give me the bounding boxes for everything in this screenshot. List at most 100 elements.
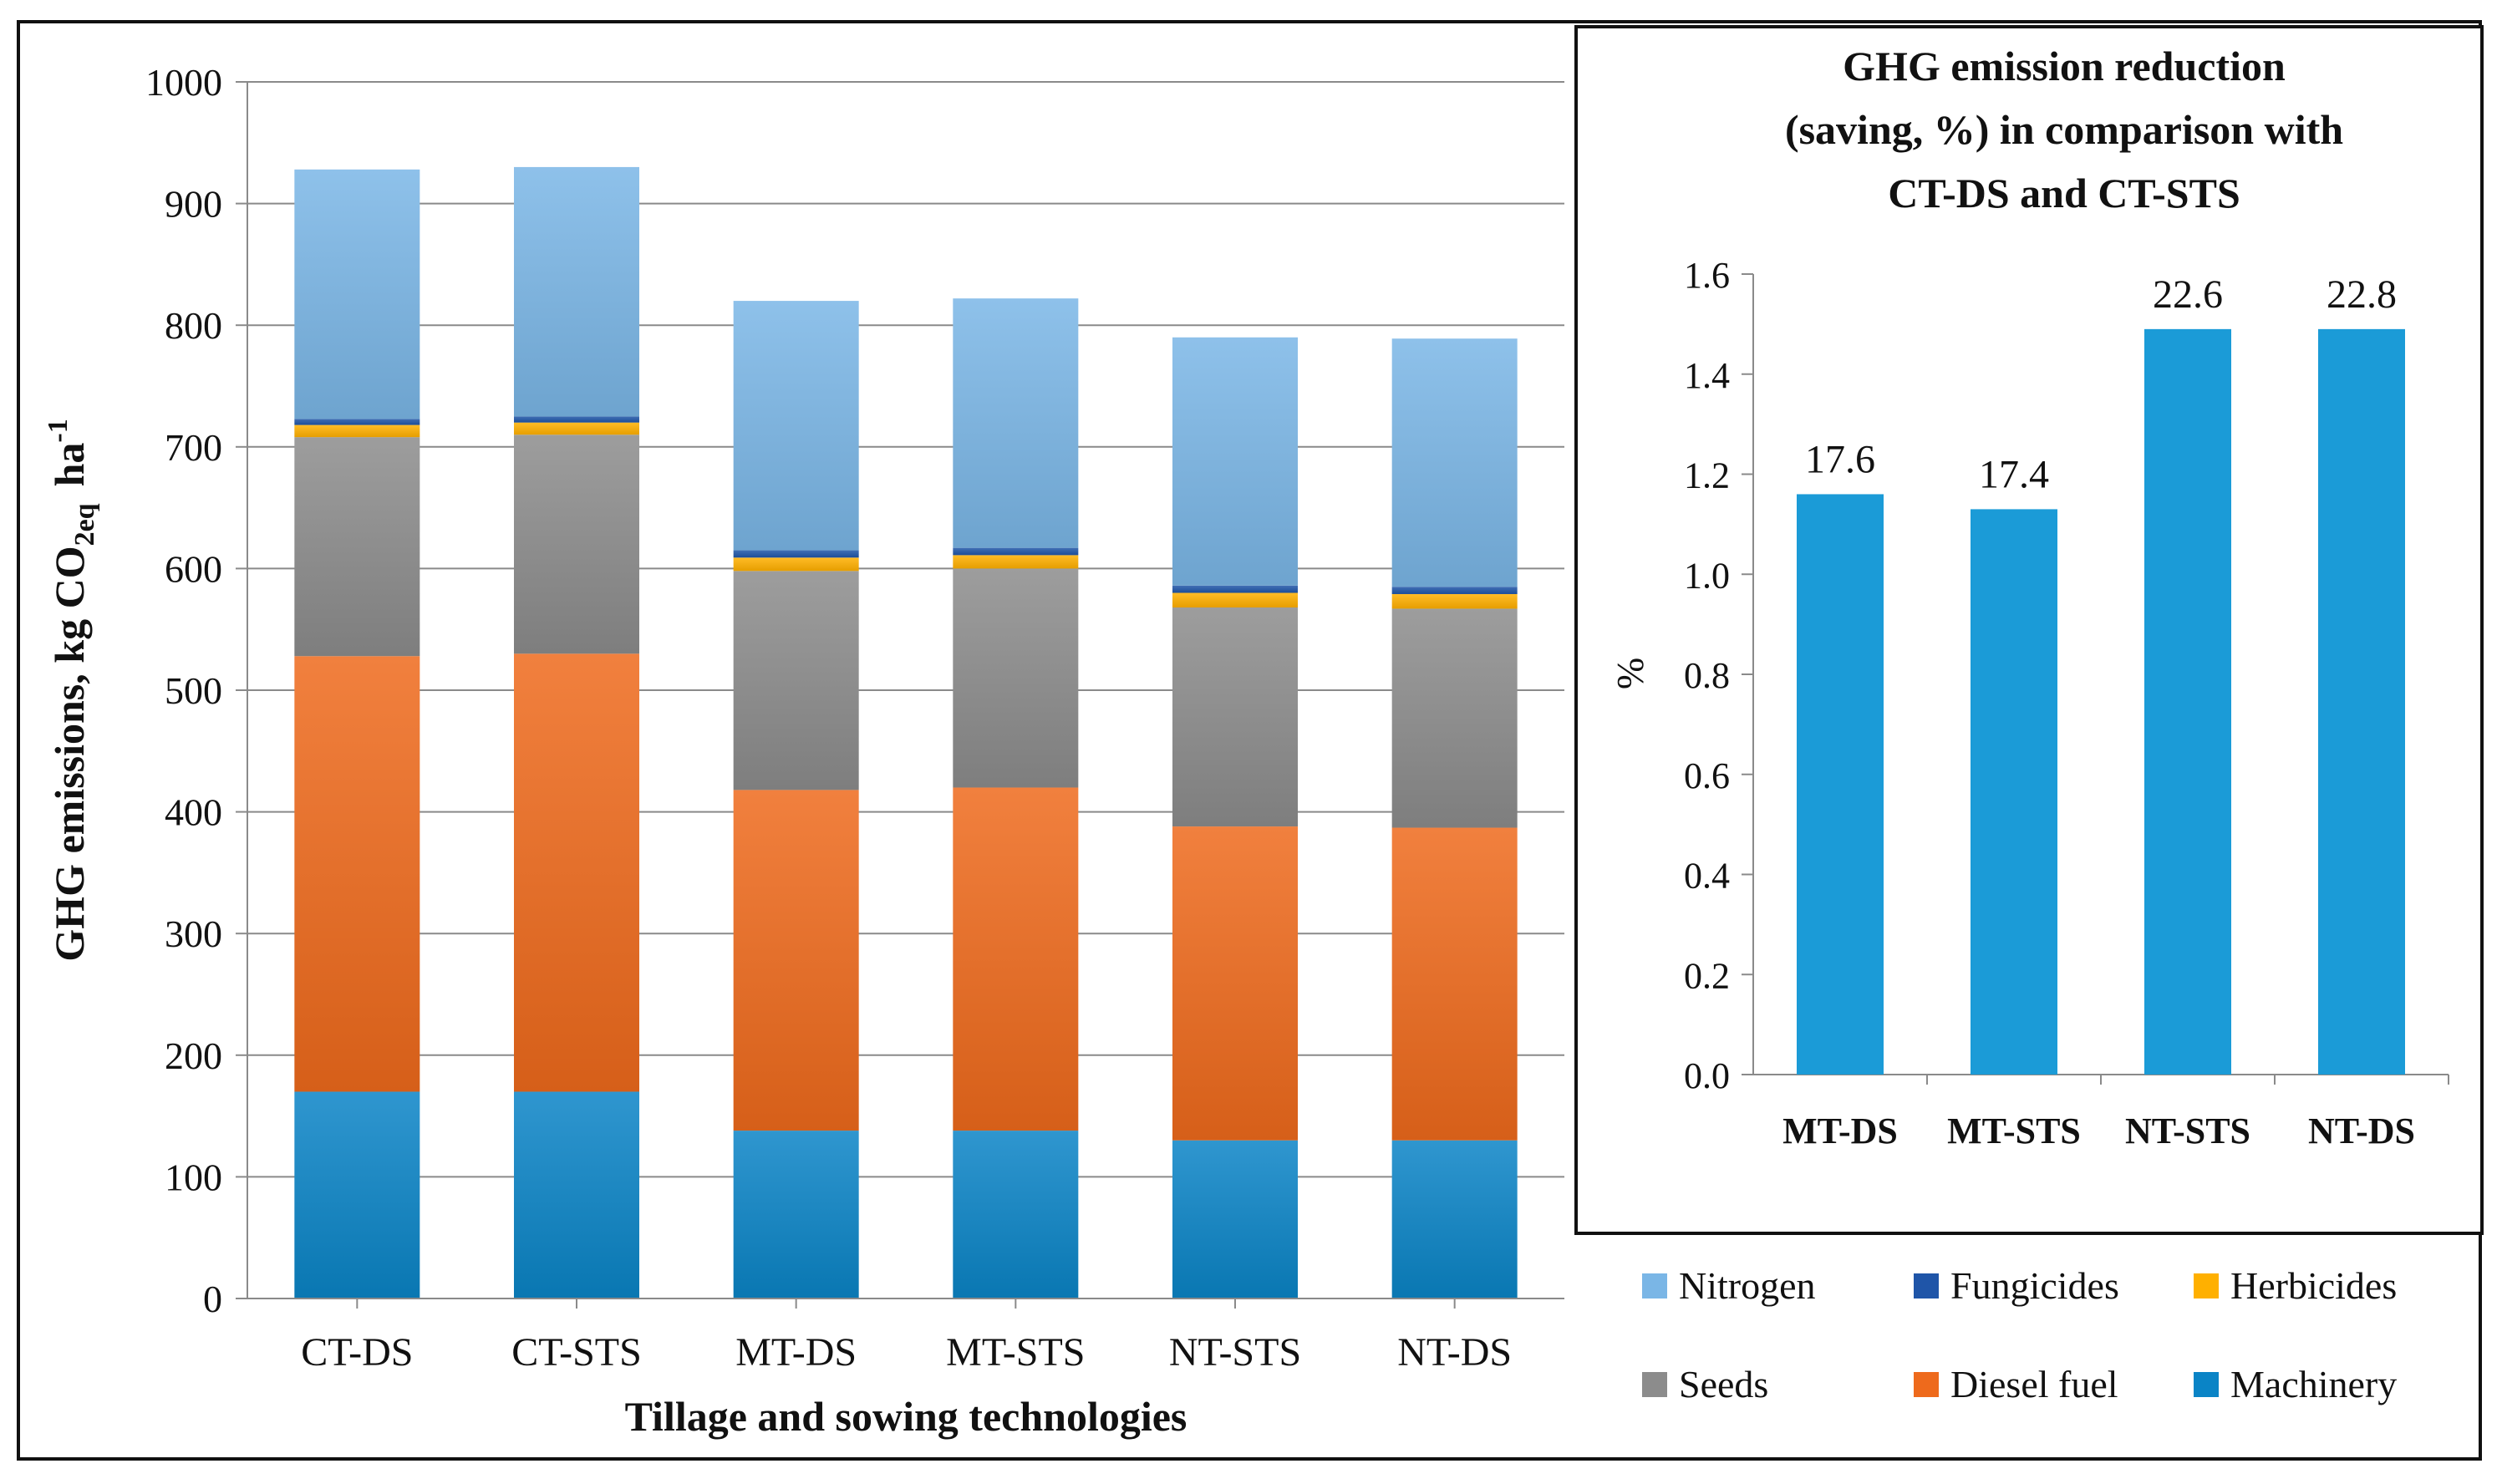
inset-bar bbox=[1971, 509, 2057, 1075]
y-tick-label: 0.4 bbox=[1684, 856, 1730, 897]
y-tick-label: 200 bbox=[165, 1034, 222, 1077]
legend-swatch bbox=[2194, 1371, 2219, 1397]
legend-item-herbicides: Herbicides bbox=[2194, 1263, 2469, 1308]
y-tick-label: 0.0 bbox=[1684, 1055, 1730, 1096]
bar-segment-diesel-fuel bbox=[1391, 827, 1518, 1141]
legend-swatch bbox=[1914, 1371, 1939, 1397]
legend-swatch bbox=[2194, 1273, 2219, 1298]
x-tick-label: NT-DS bbox=[1397, 1330, 1512, 1375]
legend-item-machinery: Machinery bbox=[2194, 1362, 2469, 1406]
legend-swatch bbox=[1642, 1273, 1667, 1298]
y-axis-title-superscript: -1 bbox=[43, 419, 74, 442]
y-tick-label: 300 bbox=[165, 912, 222, 955]
bar-segment-nitrogen bbox=[733, 301, 859, 551]
legend-item-nitrogen: Nitrogen bbox=[1642, 1263, 1914, 1308]
y-tick-label: 0.8 bbox=[1684, 655, 1730, 696]
bar-segment-fungicides bbox=[953, 547, 1079, 556]
y-tick-label: 1000 bbox=[145, 61, 222, 104]
y-tick-label: 1.4 bbox=[1684, 355, 1730, 396]
bar-segment-seeds bbox=[514, 435, 639, 654]
y-tick-label: 400 bbox=[165, 791, 222, 834]
bar-segment-nitrogen bbox=[514, 166, 639, 417]
x-tick-label: MT-DS bbox=[735, 1330, 857, 1375]
y-tick-label: 900 bbox=[165, 183, 222, 226]
bar-segment-nitrogen bbox=[1172, 337, 1298, 586]
bar-segment-seeds bbox=[953, 568, 1079, 788]
bar-segment-nitrogen bbox=[294, 169, 420, 419]
inset-bar bbox=[2318, 328, 2405, 1075]
legend-label: Herbicides bbox=[2230, 1264, 2398, 1307]
bar-segment-herbicides bbox=[294, 424, 420, 438]
y-tick-label: 1.6 bbox=[1684, 255, 1730, 296]
bar-segment-herbicides bbox=[1391, 593, 1518, 609]
inset-bar bbox=[1797, 494, 1884, 1075]
inset-data-label: 17.6 bbox=[1805, 437, 1875, 481]
bar-segment-diesel-fuel bbox=[953, 787, 1079, 1131]
legend-label: Fungicides bbox=[1950, 1264, 2119, 1307]
legend-swatch bbox=[1642, 1371, 1667, 1397]
y-axis-title: GHG emissions, kg CO2eq ha-1 bbox=[43, 419, 100, 961]
bar-segment-seeds bbox=[1172, 607, 1298, 827]
inset-title-line: GHG emission reduction bbox=[1843, 43, 2286, 89]
y-axis-title-subscript: 2eq bbox=[69, 503, 100, 546]
legend-row-2: Seeds Diesel fuel Machinery bbox=[1642, 1362, 2478, 1406]
y-tick-label: 100 bbox=[165, 1156, 222, 1198]
bar-segment-herbicides bbox=[733, 557, 859, 572]
legend-label: Diesel fuel bbox=[1950, 1363, 2118, 1405]
inset-y-axis-title: % bbox=[1609, 658, 1651, 689]
bar-segment-diesel-fuel bbox=[1172, 826, 1298, 1141]
legend-label: Nitrogen bbox=[1679, 1264, 1816, 1307]
bar-segment-herbicides bbox=[953, 555, 1079, 569]
legend-row-1: Nitrogen Fungicides Herbicides bbox=[1642, 1263, 2478, 1308]
y-axis-title-unit: ha bbox=[46, 443, 93, 487]
bar-segment-diesel-fuel bbox=[733, 790, 859, 1131]
legend-item-fungicides: Fungicides bbox=[1914, 1263, 2194, 1308]
bar-segment-diesel-fuel bbox=[514, 653, 639, 1092]
legend-item-diesel-fuel: Diesel fuel bbox=[1914, 1362, 2194, 1406]
bar-segment-seeds bbox=[294, 437, 420, 657]
y-tick-label: 0.6 bbox=[1684, 755, 1730, 796]
x-tick-label: CT-STS bbox=[511, 1330, 642, 1375]
bar-segment-machinery bbox=[294, 1091, 420, 1298]
inset-x-tick-label: NT-STS bbox=[2125, 1110, 2250, 1151]
inset-data-label: 22.8 bbox=[2327, 272, 2397, 317]
stacked-bar-chart: 0 100 200 300 400 500 600 700 800 900 1000 CT-DS CT-… bbox=[43, 61, 1564, 1440]
y-tick-label: 0 bbox=[203, 1278, 222, 1320]
inset-x-tick-label: NT-DS bbox=[2308, 1110, 2415, 1151]
bar-segment-fungicides bbox=[1391, 587, 1518, 594]
y-tick-label: 1.2 bbox=[1684, 455, 1730, 496]
y-tick-label: 600 bbox=[165, 547, 222, 590]
bar-segment-machinery bbox=[514, 1091, 639, 1298]
bar-segment-machinery bbox=[1172, 1140, 1298, 1298]
y-tick-label: 1.0 bbox=[1684, 555, 1730, 596]
bar-segment-diesel-fuel bbox=[294, 656, 420, 1092]
y-tick-label: 800 bbox=[165, 304, 222, 347]
inset-data-label: 22.6 bbox=[2153, 272, 2223, 317]
bar-segment-fungicides bbox=[294, 419, 420, 425]
x-axis-title: Tillage and sowing technologies bbox=[625, 1393, 1187, 1440]
inset-bar bbox=[2144, 328, 2231, 1075]
bar-segment-fungicides bbox=[733, 550, 859, 558]
y-axis-title-main: GHG emissions, kg CO bbox=[46, 546, 93, 961]
legend-swatch bbox=[1914, 1273, 1939, 1298]
inset-title-line: CT-DS and CT-STS bbox=[1888, 170, 2240, 216]
bar-segment-seeds bbox=[1391, 608, 1518, 828]
x-tick-label: NT-STS bbox=[1169, 1330, 1301, 1375]
inset-x-tick-label: MT-STS bbox=[1947, 1110, 2081, 1151]
bar-segment-fungicides bbox=[1172, 585, 1298, 593]
bar-segment-herbicides bbox=[1172, 592, 1298, 607]
bar-segment-herbicides bbox=[514, 422, 639, 435]
legend-item-seeds: Seeds bbox=[1642, 1362, 1914, 1406]
bar-segment-nitrogen bbox=[953, 298, 1079, 548]
bar-segment-seeds bbox=[733, 571, 859, 790]
bar-segment-fungicides bbox=[514, 416, 639, 423]
inset-title-line: (saving, %) in comparison with bbox=[1785, 106, 2343, 153]
x-tick-label: MT-STS bbox=[946, 1330, 1085, 1375]
x-tick-label: CT-DS bbox=[301, 1330, 413, 1375]
y-tick-label: 0.2 bbox=[1684, 955, 1730, 996]
legend-label: Machinery bbox=[2230, 1363, 2398, 1405]
bar-segment-nitrogen bbox=[1391, 338, 1518, 587]
inset-data-label: 17.4 bbox=[1979, 452, 2049, 496]
bar-segment-machinery bbox=[1391, 1140, 1518, 1298]
y-tick-label: 500 bbox=[165, 669, 222, 712]
